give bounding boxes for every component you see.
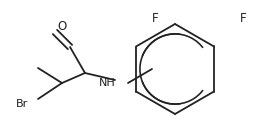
Text: F: F bbox=[240, 11, 246, 25]
Text: Br: Br bbox=[16, 99, 28, 109]
Text: NH: NH bbox=[99, 78, 115, 88]
Text: O: O bbox=[57, 21, 67, 34]
Text: F: F bbox=[152, 11, 158, 25]
